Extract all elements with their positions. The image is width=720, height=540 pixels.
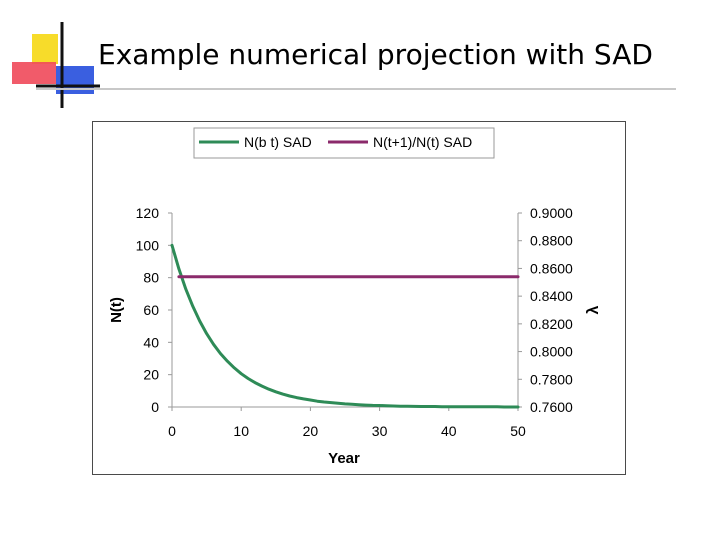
y2-tick-label: 0.8400 bbox=[530, 288, 573, 304]
x-tick-label: 30 bbox=[372, 423, 388, 439]
legend-label-2: N(t+1)/N(t) SAD bbox=[373, 134, 472, 150]
slide-title: Example numerical projection with SAD bbox=[98, 38, 653, 71]
y-axis-title: N(t) bbox=[108, 297, 125, 323]
title-divider bbox=[36, 88, 676, 90]
legend-label-1: N(b t) SAD bbox=[244, 134, 312, 150]
x-tick-label: 50 bbox=[510, 423, 526, 439]
x-tick-label: 20 bbox=[303, 423, 319, 439]
y-tick-label: 100 bbox=[136, 237, 160, 253]
y2-tick-label: 0.9000 bbox=[530, 205, 573, 221]
y-tick-label: 0 bbox=[151, 399, 159, 415]
y-tick-label: 20 bbox=[143, 367, 159, 383]
y2-tick-label: 0.7800 bbox=[530, 371, 573, 387]
y2-tick-label: 0.8600 bbox=[530, 260, 573, 276]
chart-frame bbox=[92, 121, 626, 475]
y-tick-label: 80 bbox=[143, 270, 159, 286]
y-tick-label: 60 bbox=[143, 302, 159, 318]
y2-axis-title: λ bbox=[585, 305, 602, 314]
series-line-1 bbox=[170, 243, 520, 409]
y2-tick-label: 0.8200 bbox=[530, 316, 573, 332]
y2-tick-label: 0.8000 bbox=[530, 344, 573, 360]
y2-tick-label: 0.8800 bbox=[530, 233, 573, 249]
x-axis-title: Year bbox=[328, 450, 360, 467]
x-tick-label: 0 bbox=[168, 423, 176, 439]
x-tick-label: 10 bbox=[233, 423, 249, 439]
y2-tick-label: 0.7600 bbox=[530, 399, 573, 415]
y-tick-label: 40 bbox=[143, 334, 159, 350]
x-tick-label: 40 bbox=[441, 423, 457, 439]
y-tick-label: 120 bbox=[136, 205, 160, 221]
